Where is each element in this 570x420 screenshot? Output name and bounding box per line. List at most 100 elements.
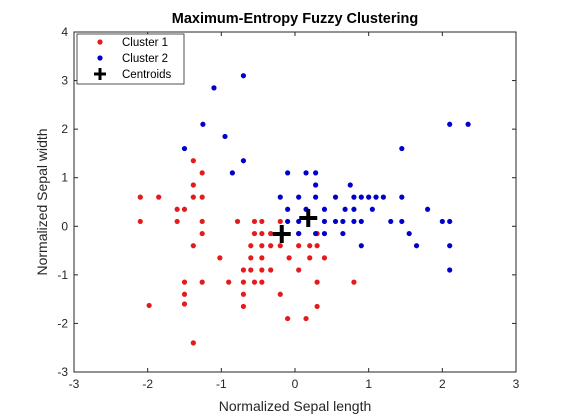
cluster-1-point xyxy=(137,194,143,200)
x-tick-label: -2 xyxy=(142,377,153,391)
cluster-2-point xyxy=(358,243,364,249)
legend-box xyxy=(76,33,185,85)
cluster-1-point xyxy=(268,243,274,249)
cluster-1-point xyxy=(240,303,247,310)
cluster-2-point xyxy=(277,194,283,200)
cluster-1-point xyxy=(181,291,188,297)
cluster-1-point xyxy=(240,291,247,297)
y-tick-label: 2 xyxy=(61,122,68,136)
centroid-marker xyxy=(272,225,291,244)
cluster-1-point xyxy=(199,230,205,237)
cluster-2-point xyxy=(222,133,228,140)
y-tick-label: -3 xyxy=(57,365,68,379)
legend-marker-cluster-1 xyxy=(97,39,103,45)
cluster-1-point xyxy=(190,340,196,346)
cluster-2-point xyxy=(181,145,188,152)
cluster-1-point xyxy=(303,315,309,322)
cluster-1-point xyxy=(248,267,254,273)
centroids-layer xyxy=(272,209,318,244)
cluster-2-point xyxy=(321,206,328,212)
cluster-2-point xyxy=(321,218,328,225)
cluster-1-point xyxy=(277,291,283,297)
cluster-1-point xyxy=(286,255,292,261)
legend-label-cluster-1: Cluster 1 xyxy=(122,37,168,49)
y-tick-label: -1 xyxy=(57,268,68,282)
points-layer xyxy=(137,73,471,346)
cluster-1-point xyxy=(146,302,152,309)
cluster-1-point xyxy=(181,301,188,307)
cluster-2-point xyxy=(358,194,364,200)
cluster-2-point xyxy=(425,206,431,212)
cluster-1-point xyxy=(199,194,205,200)
cluster-1-point xyxy=(268,230,274,237)
cluster-2-point xyxy=(351,194,357,200)
legend-marker-centroids xyxy=(94,68,106,80)
cluster-2-point xyxy=(296,230,302,237)
cluster-2-point xyxy=(211,85,217,91)
cluster-1-point xyxy=(314,279,320,285)
cluster-1-point xyxy=(251,218,258,225)
cluster-2-point xyxy=(351,218,357,225)
cluster-1-point xyxy=(248,243,254,249)
x-tick-label: -3 xyxy=(69,377,80,391)
cluster-2-point xyxy=(447,121,453,127)
cluster-1-point xyxy=(351,279,357,285)
cluster-2-point xyxy=(447,243,453,249)
cluster-1-point xyxy=(314,303,320,310)
cluster-1-point xyxy=(190,194,196,200)
cluster-2-point xyxy=(399,218,405,225)
cluster-1-point xyxy=(296,267,302,273)
cluster-1-point xyxy=(199,170,205,176)
cluster-1-point xyxy=(268,267,274,273)
centroid-marker xyxy=(299,209,318,228)
cluster-2-point xyxy=(380,194,386,200)
x-tick-label: 3 xyxy=(513,377,520,391)
cluster-1-point xyxy=(248,255,254,261)
cluster-2-point xyxy=(366,194,372,200)
y-tick-label: 3 xyxy=(61,74,68,88)
x-tick-label: 0 xyxy=(292,377,299,391)
cluster-1-point xyxy=(217,255,223,261)
x-tick-label: 2 xyxy=(439,377,446,391)
cluster-1-point xyxy=(259,218,265,225)
cluster-2-point xyxy=(200,121,206,127)
cluster-2-point xyxy=(296,218,302,225)
cluster-2-point xyxy=(332,218,339,225)
cluster-1-point xyxy=(259,255,265,261)
cluster-1-point xyxy=(251,279,258,285)
cluster-2-point xyxy=(240,73,247,79)
y-tick-label: -2 xyxy=(57,316,68,330)
cluster-2-point xyxy=(447,218,453,225)
cluster-2-point xyxy=(313,230,319,237)
cluster-1-point xyxy=(285,315,291,322)
cluster-1-point xyxy=(259,267,265,273)
cluster-2-point xyxy=(229,170,235,176)
cluster-1-point xyxy=(277,243,283,249)
cluster-1-point xyxy=(259,243,265,249)
cluster-2-point xyxy=(406,230,412,237)
cluster-1-point xyxy=(240,267,247,273)
cluster-2-point xyxy=(351,206,357,212)
cluster-2-point xyxy=(313,194,319,200)
cluster-2-point xyxy=(303,170,309,176)
cluster-2-point xyxy=(321,230,328,237)
cluster-1-point xyxy=(259,230,265,237)
cluster-1-point xyxy=(181,206,188,212)
chart-title: Maximum-Entropy Fuzzy Clustering xyxy=(172,11,419,27)
cluster-1-point xyxy=(240,279,247,285)
legend-marker-cluster-2 xyxy=(97,55,103,61)
y-tick-label: 0 xyxy=(61,219,68,233)
cluster-1-point xyxy=(199,279,205,285)
cluster-1-point xyxy=(296,243,302,249)
cluster-2-point xyxy=(439,218,445,225)
x-axis-label: Normalized Sepal length xyxy=(219,398,372,414)
cluster-1-point xyxy=(226,279,232,285)
cluster-1-point xyxy=(314,243,320,249)
cluster-1-point xyxy=(307,255,313,261)
cluster-2-point xyxy=(373,194,379,200)
x-tick-label: -1 xyxy=(216,377,227,391)
cluster-2-point xyxy=(313,182,319,188)
cluster-2-point xyxy=(388,218,394,225)
cluster-1-point xyxy=(174,218,180,225)
